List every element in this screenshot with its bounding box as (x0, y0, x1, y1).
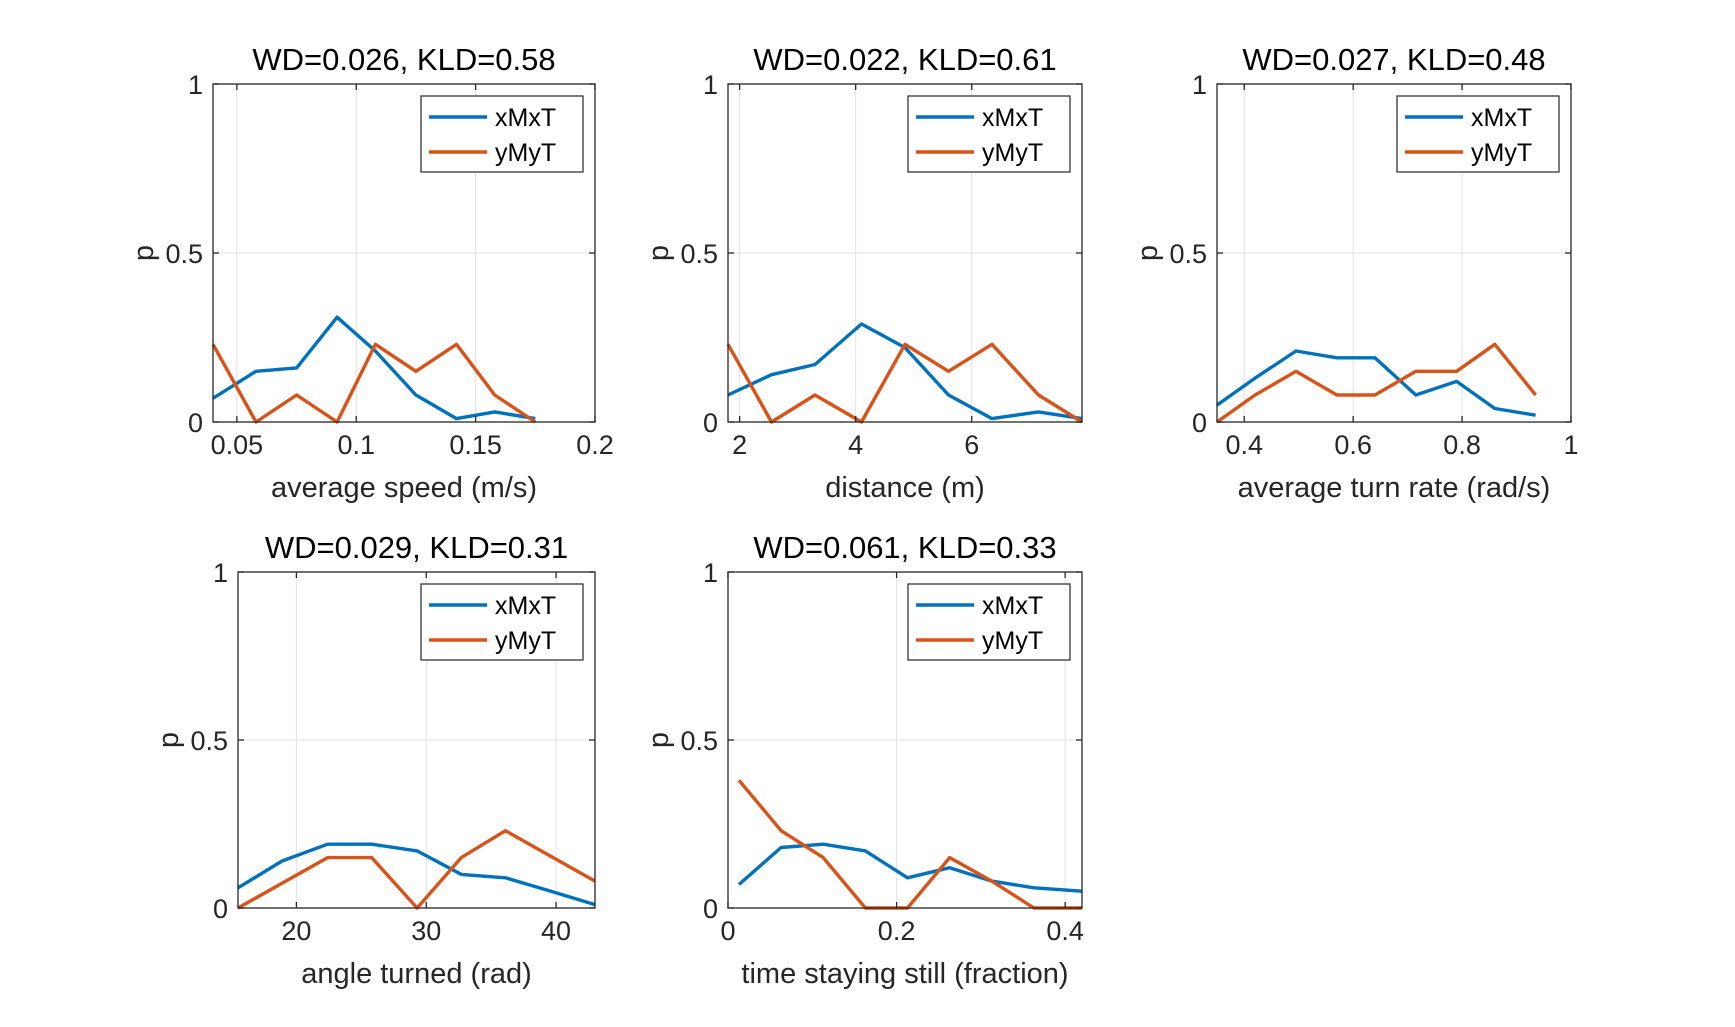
x-tick-label: 2 (732, 430, 747, 460)
y-tick-label: 0.5 (1169, 239, 1207, 269)
legend-box (907, 583, 1071, 661)
series-line-yMyT (211, 342, 537, 424)
y-tick-label: 0 (213, 894, 228, 924)
legend-box (420, 583, 584, 661)
x-axis-label: average speed (m/s) (271, 472, 537, 504)
y-tick-label: 0 (1192, 408, 1207, 438)
x-tick-label: 20 (281, 916, 311, 946)
legend-box (420, 95, 584, 173)
y-tick-label: 0 (703, 408, 718, 438)
subplot-title: WD=0.022, KLD=0.61 (753, 42, 1056, 77)
x-tick-label: 30 (411, 916, 441, 946)
subplot-4: 20 30 40 0 0.5 1 WD=0.029, KLD=0.31 angle turne… (153, 530, 596, 990)
series-line-xMxT (1216, 349, 1536, 417)
subplot-2: 2 4 6 0 0.5 1 WD=0.022, KLD=0.61 distance (m) p x… (643, 42, 1083, 504)
subplot-3: 0.4 0.6 0.8 1 0 0.5 1 WD=0.027, KLD=0.48 average… (1132, 42, 1579, 504)
x-tick-label: 0.6 (1334, 430, 1372, 460)
legend-entry: yMyT (1471, 139, 1532, 167)
x-axis-label: time staying still (fraction) (741, 958, 1068, 990)
subplot-title: WD=0.027, KLD=0.48 (1242, 42, 1545, 77)
y-tick-label: 1 (703, 558, 718, 588)
legend-entry: xMxT (495, 104, 556, 132)
series-line-xMxT (727, 322, 1083, 421)
y-tick-label: 0.5 (190, 726, 228, 756)
x-tick-label: 0.4 (1046, 916, 1084, 946)
y-tick-label: 0 (703, 894, 718, 924)
legend-entry: yMyT (495, 139, 556, 167)
x-axis-label: angle turned (rad) (301, 958, 532, 990)
subplot-grid: 0.05 0.1 0.15 0.2 0 0.5 1 WD=0.026, KLD=0.58 ave… (128, 42, 1579, 990)
y-tick-label: 1 (213, 558, 228, 588)
x-axis-label: average turn rate (rad/s) (1238, 472, 1551, 504)
x-tick-label: 0.15 (449, 430, 502, 460)
series-line-yMyT (237, 829, 596, 910)
legend-entry: xMxT (982, 592, 1043, 620)
x-tick-label: 0.4 (1225, 430, 1263, 460)
x-tick-label: 4 (848, 430, 863, 460)
series-line-yMyT (1216, 342, 1537, 424)
legend-entry: yMyT (982, 627, 1043, 655)
legend: xMxT yMyT (420, 583, 584, 661)
x-tick-label: 0 (720, 916, 735, 946)
series-line-xMxT (237, 842, 596, 907)
legend-entry: xMxT (982, 104, 1043, 132)
y-tick-label: 1 (703, 70, 718, 100)
x-tick-label: 6 (964, 430, 979, 460)
x-axis-label: distance (m) (825, 472, 985, 504)
subplot-1: 0.05 0.1 0.15 0.2 0 0.5 1 WD=0.026, KLD=0.58 ave… (128, 42, 614, 504)
x-tick-label: 0.05 (211, 430, 264, 460)
y-tick-label: 0.5 (680, 726, 718, 756)
legend-box (1396, 95, 1560, 173)
subplot-title: WD=0.061, KLD=0.33 (753, 530, 1056, 565)
legend-entry: yMyT (982, 139, 1043, 167)
y-tick-label: 0 (188, 408, 203, 438)
legend-entry: xMxT (495, 592, 556, 620)
x-tick-label: 0.2 (576, 430, 614, 460)
x-tick-label: 40 (541, 916, 571, 946)
y-tick-label: 0.5 (165, 239, 203, 269)
y-tick-label: 1 (188, 70, 203, 100)
y-axis-label: p (643, 245, 675, 261)
series-line-xMxT (737, 842, 1083, 893)
y-axis-label: p (643, 732, 675, 748)
y-axis-label: p (1132, 245, 1164, 261)
y-axis-label: p (153, 732, 185, 748)
subplot-title: WD=0.026, KLD=0.58 (252, 42, 555, 77)
x-tick-label: 0.1 (337, 430, 375, 460)
y-tick-label: 1 (1192, 70, 1207, 100)
y-axis-label: p (128, 245, 160, 261)
subplot-title: WD=0.029, KLD=0.31 (265, 530, 568, 565)
legend: xMxT yMyT (907, 583, 1071, 661)
legend-box (907, 95, 1071, 173)
x-tick-label: 0.2 (878, 916, 916, 946)
x-tick-label: 1 (1563, 430, 1578, 460)
x-tick-label: 0.8 (1443, 430, 1481, 460)
series-line-xMxT (212, 315, 536, 421)
legend: xMxT yMyT (1396, 95, 1560, 173)
subplot-5: 0 0.2 0.4 0 0.5 1 WD=0.061, KLD=0.33 time stayi… (643, 530, 1084, 990)
series-line-yMyT (726, 342, 1083, 424)
legend-entry: xMxT (1471, 104, 1532, 132)
legend: xMxT yMyT (420, 95, 584, 173)
legend-entry: yMyT (495, 627, 556, 655)
y-tick-label: 0.5 (680, 239, 718, 269)
legend: xMxT yMyT (907, 95, 1071, 173)
